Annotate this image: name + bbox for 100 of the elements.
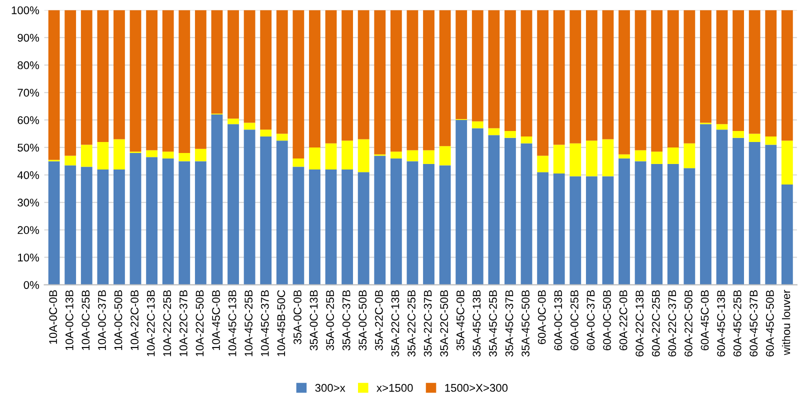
bar bbox=[504, 10, 516, 131]
x-tick-label: 10A-0C-37B bbox=[98, 290, 106, 350]
bar bbox=[570, 10, 582, 144]
bar bbox=[781, 140, 793, 185]
x-tick-label: 60A-0C-13B bbox=[554, 290, 562, 350]
bar bbox=[244, 122, 256, 130]
bar bbox=[390, 158, 402, 285]
x-tick-label: 35A-0C-13B bbox=[310, 290, 318, 350]
bar bbox=[228, 118, 239, 124]
bar bbox=[667, 164, 679, 285]
bar bbox=[765, 144, 777, 285]
legend-label: x>1500 bbox=[376, 384, 413, 392]
bar bbox=[618, 10, 630, 154]
bar bbox=[520, 136, 532, 144]
bar bbox=[732, 130, 744, 138]
x-tick-label: 10A-22C-37B bbox=[180, 290, 188, 356]
bar bbox=[406, 10, 418, 150]
bar bbox=[520, 10, 532, 136]
bar bbox=[781, 10, 793, 141]
bar bbox=[439, 165, 451, 285]
bar bbox=[358, 10, 370, 140]
bar bbox=[130, 152, 142, 285]
bar bbox=[64, 156, 76, 166]
bar bbox=[602, 176, 614, 285]
bar bbox=[390, 152, 402, 158]
bar bbox=[260, 136, 272, 285]
bar bbox=[325, 169, 337, 285]
bar bbox=[748, 142, 760, 285]
x-tick-label: 10A-0C-25B bbox=[82, 290, 90, 350]
bar bbox=[553, 144, 565, 174]
bar bbox=[194, 10, 206, 149]
bar bbox=[276, 134, 288, 141]
bar bbox=[309, 10, 320, 148]
x-tick-label: 35A-0C-37B bbox=[342, 290, 350, 350]
x-tick-label: 60A-22C-37B bbox=[668, 290, 676, 356]
x-tick-label: 60A-0C-0B bbox=[538, 290, 546, 344]
x-tick-label: 10A-22C-13B bbox=[146, 290, 155, 356]
bar bbox=[276, 140, 288, 285]
bar bbox=[162, 10, 174, 152]
bar bbox=[146, 157, 158, 285]
x-tick-label: 60A-45C-37B bbox=[750, 290, 758, 356]
x-tick-label: 10A-0C-0B bbox=[49, 290, 58, 344]
bar bbox=[456, 10, 468, 120]
x-tick-label: 60A-0C-37B bbox=[586, 290, 595, 350]
bar bbox=[716, 124, 728, 130]
x-tick-label: 10A-45C-0B bbox=[212, 290, 220, 350]
x-tick-label: 10A-22C-25B bbox=[163, 290, 172, 356]
bar bbox=[732, 10, 744, 131]
bar bbox=[700, 124, 712, 285]
legend-label: 1500>X>300 bbox=[445, 384, 508, 392]
bar bbox=[114, 139, 125, 170]
bar bbox=[618, 154, 630, 158]
bar bbox=[423, 164, 434, 285]
x-tick-label: 35A-45C-25B bbox=[489, 290, 497, 357]
bar bbox=[618, 158, 630, 285]
bar bbox=[651, 10, 663, 152]
x-tick-label: 60A-0C-25B bbox=[570, 290, 578, 350]
x-tick-label: 10A-0C-50B bbox=[114, 290, 122, 350]
bar bbox=[114, 10, 125, 140]
bar bbox=[748, 134, 760, 142]
bar bbox=[48, 161, 60, 285]
bar bbox=[488, 128, 500, 136]
bar bbox=[358, 172, 370, 285]
bar bbox=[358, 139, 370, 172]
bar bbox=[194, 161, 206, 285]
bar bbox=[765, 136, 777, 145]
y-tick-label: 80% bbox=[18, 61, 40, 70]
bar bbox=[456, 120, 468, 285]
x-tick-label: 35A-0C-0B bbox=[294, 290, 302, 344]
bar bbox=[374, 10, 386, 154]
bar bbox=[537, 156, 548, 172]
x-tick-label: 35A-45C-0B bbox=[456, 290, 464, 350]
bar bbox=[684, 143, 696, 168]
bar bbox=[292, 166, 304, 285]
y-tick-label: 20% bbox=[18, 226, 40, 234]
bar bbox=[309, 169, 320, 285]
y-tick-label: 30% bbox=[18, 198, 40, 207]
bar bbox=[406, 150, 418, 162]
y-tick-label: 50% bbox=[18, 144, 40, 152]
bar bbox=[570, 176, 582, 285]
bar bbox=[781, 184, 793, 285]
bar bbox=[634, 150, 646, 162]
x-tick-label: 10A-22C-50B bbox=[196, 290, 204, 356]
bar bbox=[634, 161, 646, 285]
bar bbox=[520, 143, 532, 285]
bar bbox=[700, 10, 712, 123]
bar bbox=[684, 168, 696, 285]
x-tick-label: 10A-45C-37B bbox=[260, 290, 269, 356]
bar bbox=[488, 10, 500, 128]
y-tick-label: 70% bbox=[18, 88, 40, 97]
bar bbox=[292, 10, 304, 158]
bar bbox=[178, 152, 190, 162]
x-tick-label: 35A-0C-50B bbox=[358, 290, 367, 350]
bar bbox=[325, 10, 337, 144]
bar bbox=[80, 10, 92, 145]
bar bbox=[634, 10, 646, 150]
bar bbox=[178, 10, 190, 153]
bar bbox=[292, 158, 304, 167]
bar bbox=[748, 10, 760, 134]
bar bbox=[162, 158, 174, 285]
